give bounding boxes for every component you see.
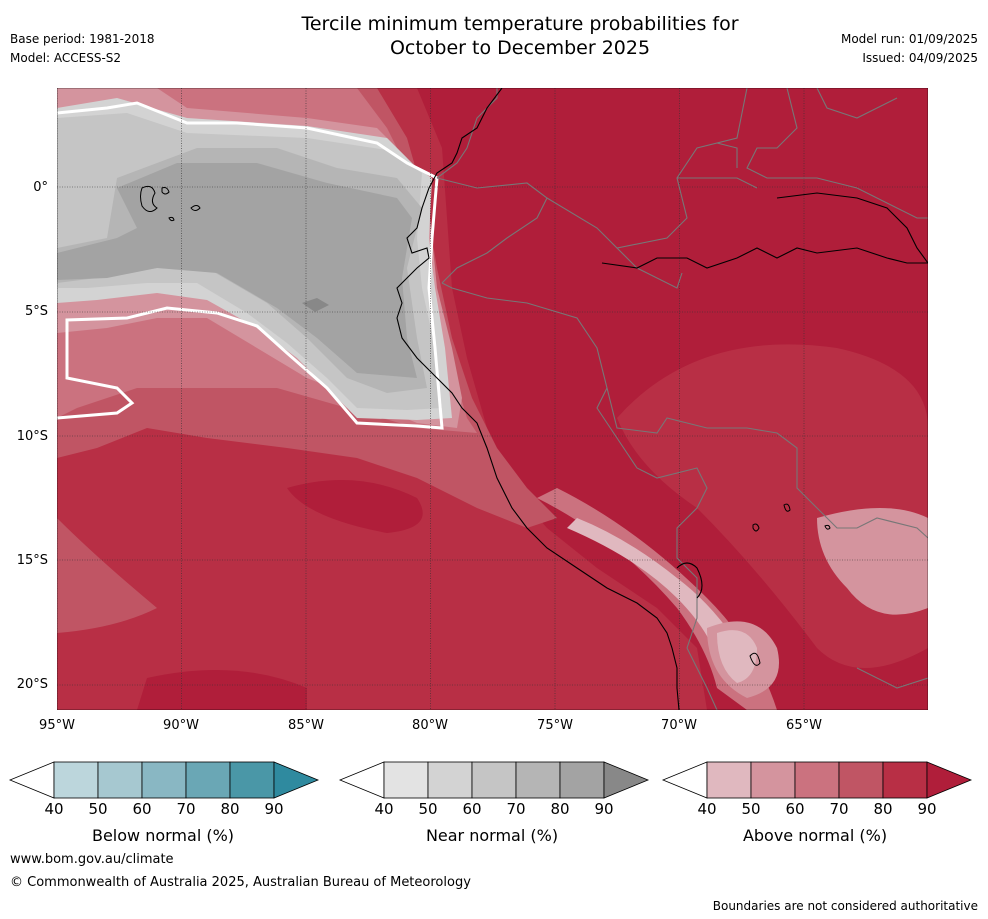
lon-gridlines xyxy=(57,88,805,710)
above-normal-90-patch-south xyxy=(137,670,307,710)
colorbar-upper-extend xyxy=(603,761,650,799)
colorbar-tick-label: 60 xyxy=(462,800,482,818)
lat-label-10s: 10°S xyxy=(16,429,48,444)
colorbar-segment xyxy=(471,761,517,799)
colorbar-segment xyxy=(53,761,99,799)
colorbar-tick-label: 80 xyxy=(873,800,893,818)
colorbar-segment xyxy=(229,761,275,799)
colorbar-segment xyxy=(427,761,473,799)
colorbar-tick-label: 80 xyxy=(550,800,570,818)
near-normal-40-contour xyxy=(57,101,444,430)
colorbar-segment xyxy=(97,761,143,799)
near-normal-label: Near normal (%) xyxy=(425,826,559,845)
above-normal-40-altiplano xyxy=(717,630,757,683)
colorbar-tick-label: 40 xyxy=(374,800,394,818)
colorbar-tick-label: 40 xyxy=(697,800,717,818)
title-line-1: Tercile minimum temperature probabilitie… xyxy=(301,13,739,35)
colorbar-segment xyxy=(559,761,605,799)
colorbar-tick-label: 60 xyxy=(132,800,152,818)
title-line-2: October to December 2025 xyxy=(389,37,651,59)
colorbar-lower-extend xyxy=(8,761,55,799)
colorbar-lower-extend xyxy=(338,761,385,799)
model-text: Model: ACCESS-S2 xyxy=(10,51,122,65)
above-normal-colorbar xyxy=(661,761,973,799)
colorbar-segment xyxy=(882,761,928,799)
inland-lakes xyxy=(749,503,831,666)
lon-label-95w: 95°W xyxy=(39,718,75,733)
colorbar-tick-label: 50 xyxy=(88,800,108,818)
map-title: Tercile minimum temperature probabilitie… xyxy=(250,12,790,60)
colorbar-segment xyxy=(750,761,796,799)
issued-text: Issued: 04/09/2025 xyxy=(862,51,978,65)
above-normal-50-land-patch xyxy=(817,508,928,615)
near-normal-80-region xyxy=(57,163,417,378)
model-run-text: Model run: 01/09/2025 xyxy=(840,32,978,46)
below-normal-colorbar xyxy=(8,761,320,799)
colorbar-tick-label: 40 xyxy=(44,800,64,818)
above-normal-90-patch xyxy=(287,480,423,533)
probability-map xyxy=(57,88,928,710)
colorbar-tick-label: 60 xyxy=(785,800,805,818)
above-normal-70-west xyxy=(57,518,157,633)
colorbar-tick-label: 50 xyxy=(741,800,761,818)
colorbar-segment xyxy=(185,761,231,799)
below-normal-label: Below normal (%) xyxy=(91,826,235,845)
colorbar-tick-label: 70 xyxy=(506,800,526,818)
near-normal-colorbar xyxy=(338,761,650,799)
colorbar-segment xyxy=(706,761,752,799)
near-normal-90-patch xyxy=(302,298,329,312)
colorbar-upper-extend xyxy=(273,761,320,799)
colorbar-tick-label: 70 xyxy=(176,800,196,818)
colorbar-segment xyxy=(141,761,187,799)
colorbar-segment xyxy=(515,761,561,799)
lat-label-0: 0° xyxy=(33,180,48,195)
coastline xyxy=(396,88,928,710)
lon-label-80w: 80°W xyxy=(412,718,448,733)
colorbar-tick-label: 80 xyxy=(220,800,240,818)
colorbars xyxy=(8,761,973,799)
lon-label-75w: 75°W xyxy=(537,718,573,733)
colorbar-upper-extend xyxy=(926,761,973,799)
country-borders xyxy=(436,88,928,710)
colorbar-tick-label: 90 xyxy=(594,800,614,818)
lon-label-70w: 70°W xyxy=(661,718,697,733)
above-normal-40-coastal-band xyxy=(567,518,747,658)
colorbar-tick-label: 70 xyxy=(829,800,849,818)
colorbar-tick-label: 90 xyxy=(264,800,284,818)
colorbar-segment xyxy=(794,761,840,799)
lon-label-65w: 65°W xyxy=(786,718,822,733)
above-normal-label: Above normal (%) xyxy=(742,826,888,845)
bom-url[interactable]: www.bom.gov.au/climate xyxy=(10,852,174,867)
colorbar-segment xyxy=(383,761,429,799)
lat-label-20s: 20°S xyxy=(16,677,48,692)
lon-label-85w: 85°W xyxy=(288,718,324,733)
base-period-text: Base period: 1981-2018 xyxy=(10,32,155,46)
copyright-text: © Commonwealth of Australia 2025, Austra… xyxy=(10,875,471,890)
colorbar-segment xyxy=(838,761,884,799)
disclaimer-text: Boundaries are not considered authoritat… xyxy=(712,899,978,913)
colorbar-lower-extend xyxy=(661,761,708,799)
galapagos-islands xyxy=(140,185,201,222)
lat-label-15s: 15°S xyxy=(16,553,48,568)
lat-label-5s: 5°S xyxy=(24,304,48,319)
lon-label-90w: 90°W xyxy=(163,718,199,733)
colorbar-tick-label: 50 xyxy=(418,800,438,818)
colorbar-tick-label: 90 xyxy=(917,800,937,818)
